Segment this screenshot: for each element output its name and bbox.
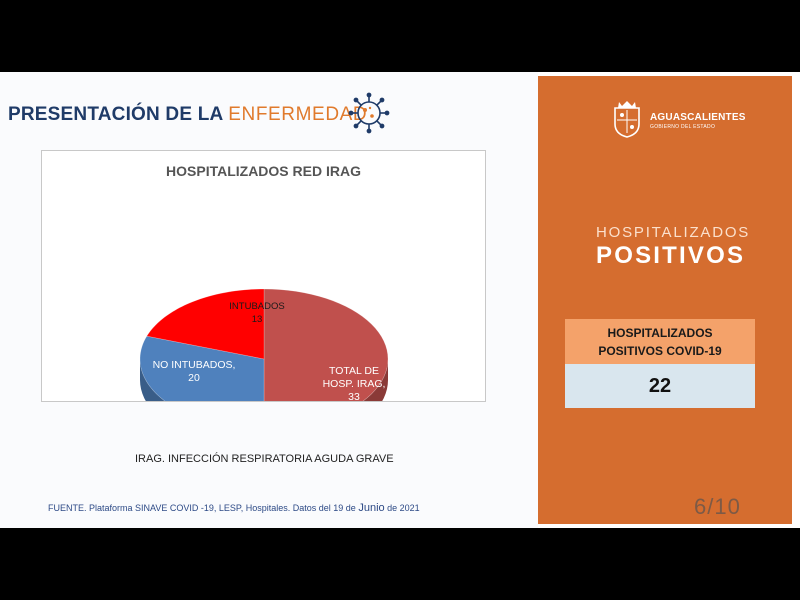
chart-title: HOSPITALIZADOS RED IRAG	[166, 163, 361, 179]
virus-icon	[348, 92, 390, 134]
page-title: PRESENTACIÓN DE LA ENFERMEDAD	[8, 104, 367, 126]
brand-name: AGUASCALIENTES	[650, 112, 746, 123]
pie-label-2: INTUBADOS 13	[229, 301, 284, 325]
pie-label-0: TOTAL DE HOSP. IRAG, 33	[323, 365, 386, 401]
page-title-strong: PRESENTACIÓN DE LA	[8, 104, 223, 125]
panel-heading-bold: POSITIVOS	[596, 242, 746, 269]
stat-card-title-line1: HOSPITALIZADOS	[607, 326, 713, 340]
slide: PRESENTACIÓN DE LA ENFERMEDAD HOSPITALIZ…	[0, 72, 800, 528]
source-month: Junio	[358, 502, 385, 514]
stat-card-header: HOSPITALIZADOS POSITIVOS COVID-19	[565, 319, 755, 364]
pie-label-1: NO INTUBADOS, 20	[153, 359, 236, 384]
page-indicator: 6/10	[694, 494, 741, 519]
pie-slice-1	[139, 335, 265, 401]
pie-slice-2	[146, 288, 265, 360]
pie-slice-side-1	[140, 359, 165, 401]
source-text: FUENTE. Plataforma SINAVE COVID -19, LES…	[48, 503, 356, 513]
source-footnote: FUENTE. Plataforma SINAVE COVID -19, LES…	[48, 502, 420, 514]
summary-panel: AGUASCALIENTES GOBIERNO DEL ESTADO HOSPI…	[538, 76, 792, 524]
stat-card-value: 22	[565, 364, 755, 408]
pie-chart-svg: TOTAL DE HOSP. IRAG, 33 NO INTUBADOS, 20 INTU…	[139, 288, 389, 401]
page-title-light: ENFERMEDAD	[228, 104, 368, 125]
panel-heading-light: HOSPITALIZADOS	[596, 224, 751, 241]
pie-slice-side-0	[363, 359, 388, 401]
source-year: de 2021	[387, 503, 420, 513]
coat-of-arms-icon	[614, 101, 640, 138]
stat-card-title-line2: POSITIVOS COVID-19	[598, 344, 722, 358]
pie-slice-0	[263, 288, 389, 401]
irag-definition-note: IRAG. INFECCIÓN RESPIRATORIA AGUDA GRAVE	[135, 453, 394, 465]
pie-chart: HOSPITALIZADOS RED IRAG TOTAL DE HOSP. IR…	[41, 150, 486, 402]
brand-subtitle: GOBIERNO DEL ESTADO	[650, 124, 716, 130]
